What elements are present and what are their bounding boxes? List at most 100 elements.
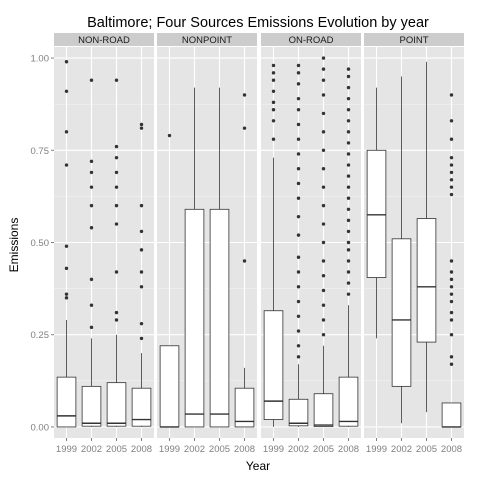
box-body xyxy=(132,388,151,426)
y-tick-label: 0.25 xyxy=(31,330,50,341)
x-tick-label: 1999 xyxy=(159,444,180,455)
outlier-point xyxy=(322,259,325,262)
outlier-point xyxy=(450,300,453,303)
outlier-point xyxy=(450,163,453,166)
outlier-point xyxy=(347,152,350,155)
outlier-point xyxy=(450,119,453,122)
outlier-point xyxy=(90,160,93,163)
outlier-point xyxy=(272,101,275,104)
box-body xyxy=(392,239,411,387)
outlier-point xyxy=(450,333,453,336)
outlier-point xyxy=(140,230,143,233)
facet-strip-label: NONPOINT xyxy=(182,35,232,46)
facet-strip-label: NON-ROAD xyxy=(78,35,130,46)
outlier-point xyxy=(140,248,143,251)
outlier-point xyxy=(450,363,453,366)
outlier-point xyxy=(90,171,93,174)
outlier-point xyxy=(297,355,300,358)
outlier-point xyxy=(115,311,118,314)
outlier-point xyxy=(450,178,453,181)
x-tick-label: 2005 xyxy=(313,444,334,455)
outlier-point xyxy=(65,244,68,247)
outlier-point xyxy=(272,119,275,122)
outlier-point xyxy=(90,304,93,307)
box-body xyxy=(160,346,179,427)
x-tick-label: 1999 xyxy=(56,444,77,455)
box-body xyxy=(339,377,358,426)
outlier-point xyxy=(168,134,171,137)
outlier-point xyxy=(347,67,350,70)
outlier-point xyxy=(115,318,118,321)
outlier-point xyxy=(322,149,325,152)
x-tick-label: 2008 xyxy=(338,444,359,455)
outlier-point xyxy=(272,108,275,111)
outlier-point xyxy=(450,193,453,196)
outlier-point xyxy=(450,270,453,273)
y-tick-label: 0.50 xyxy=(31,238,50,249)
outlier-point xyxy=(450,171,453,174)
outlier-point xyxy=(347,163,350,166)
outlier-point xyxy=(322,112,325,115)
facet-non-road: NON-ROAD 1999 2002 2005 2008 xyxy=(54,33,154,455)
outlier-point xyxy=(322,241,325,244)
x-tick-label: 1999 xyxy=(263,444,284,455)
outlier-point xyxy=(297,300,300,303)
outlier-point xyxy=(115,185,118,188)
outlier-point xyxy=(90,204,93,207)
outlier-point xyxy=(115,156,118,159)
outlier-point xyxy=(140,123,143,126)
outlier-point xyxy=(347,97,350,100)
outlier-point xyxy=(297,182,300,185)
outlier-point xyxy=(297,233,300,236)
outlier-point xyxy=(322,274,325,277)
outlier-point xyxy=(297,285,300,288)
outlier-point xyxy=(297,82,300,85)
outlier-point xyxy=(347,75,350,78)
outlier-point xyxy=(322,318,325,321)
outlier-point xyxy=(450,285,453,288)
outlier-point xyxy=(450,311,453,314)
x-tick-label: 2002 xyxy=(391,444,412,455)
facet-strip-label: POINT xyxy=(399,35,428,46)
outlier-point xyxy=(115,204,118,207)
outlier-point xyxy=(450,355,453,358)
x-tick-label: 1999 xyxy=(366,444,387,455)
outlier-point xyxy=(140,270,143,273)
outlier-point xyxy=(297,256,300,259)
outlier-point xyxy=(65,90,68,93)
outlier-point xyxy=(140,337,143,340)
outlier-point xyxy=(272,78,275,81)
outlier-point xyxy=(297,215,300,218)
outlier-point xyxy=(322,78,325,81)
outlier-point xyxy=(243,259,246,262)
outlier-point xyxy=(322,204,325,207)
chart-title: Baltimore; Four Sources Emissions Evolut… xyxy=(87,15,429,31)
outlier-point xyxy=(322,333,325,336)
outlier-point xyxy=(243,126,246,129)
outlier-point xyxy=(115,222,118,225)
outlier-point xyxy=(272,64,275,67)
outlier-point xyxy=(347,86,350,89)
outlier-point xyxy=(297,152,300,155)
outlier-point xyxy=(90,278,93,281)
outlier-point xyxy=(347,259,350,262)
x-tick-label: 2005 xyxy=(106,444,127,455)
outlier-point xyxy=(322,130,325,133)
outlier-point xyxy=(115,145,118,148)
outlier-point xyxy=(450,138,453,141)
outlier-point xyxy=(347,185,350,188)
outlier-point xyxy=(450,93,453,96)
x-tick-label: 2002 xyxy=(184,444,205,455)
outlier-point xyxy=(347,108,350,111)
outlier-point xyxy=(347,197,350,200)
y-axis-title: Emissions xyxy=(7,218,21,273)
box-body xyxy=(289,399,308,426)
facet-nonpoint: NONPOINT1999 2002 2005 2008 xyxy=(157,33,257,455)
outlier-point xyxy=(347,141,350,144)
outlier-point xyxy=(115,171,118,174)
outlier-point xyxy=(140,204,143,207)
outlier-point xyxy=(322,56,325,59)
outlier-point xyxy=(322,304,325,307)
outlier-point xyxy=(65,163,68,166)
